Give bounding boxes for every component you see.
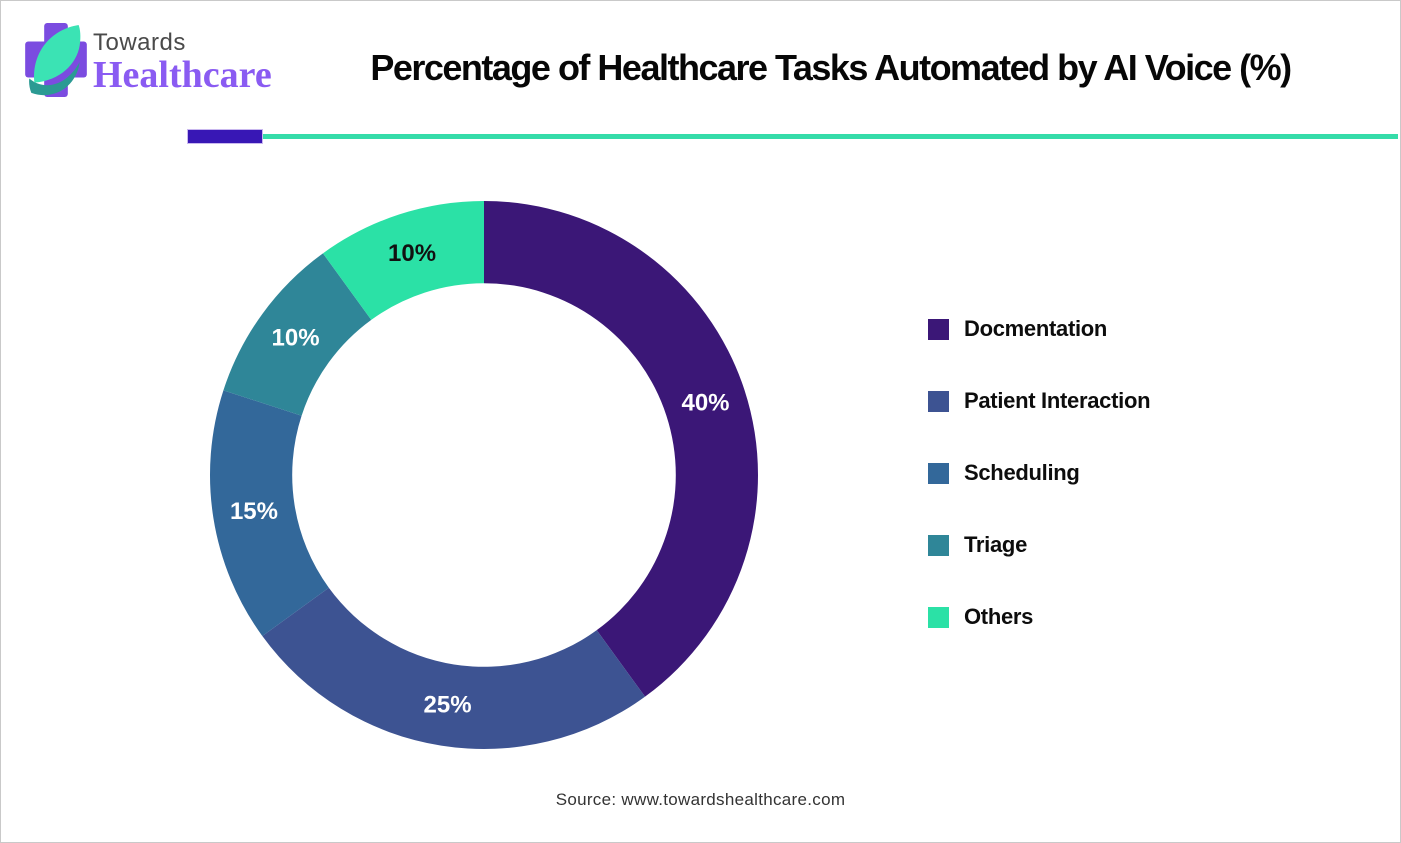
donut-slice-4 [322, 201, 484, 320]
legend-swatch-3 [928, 534, 949, 556]
divider-line [263, 134, 1398, 139]
legend-swatch-1 [928, 390, 949, 412]
donut-slice-labels: 40% 25% 15% 10% 10% [230, 240, 730, 719]
chart-title: Percentage of Healthcare Tasks Automated… [370, 47, 1292, 88]
legend-item-2: Scheduling [928, 460, 1150, 485]
slice-label-3: 10% [272, 325, 320, 352]
legend-label-2: Scheduling [964, 460, 1080, 485]
slice-label-2: 15% [230, 498, 278, 525]
legend-label-4: Others [964, 604, 1034, 629]
leaf-icon [29, 25, 81, 96]
legend-item-1: Patient Interaction [928, 388, 1151, 413]
donut-slices [210, 201, 758, 749]
source-text: Source: www.towardshealthcare.com [555, 790, 846, 809]
brand-healthcare: Healthcare [93, 54, 272, 96]
legend-label-1: Patient Interaction [964, 388, 1151, 413]
legend-item-4: Others [928, 604, 1150, 629]
slice-label-1: 25% [424, 692, 472, 719]
brand-logo: Towards Healthcare [25, 23, 272, 97]
slice-label-0: 40% [681, 390, 729, 417]
donut-slice-3 [223, 253, 372, 416]
donut-slice-0 [484, 201, 758, 697]
donut-slice-1 [262, 587, 646, 749]
legend-label-3: Triage [964, 532, 1028, 557]
slice-label-4: 10% [388, 240, 436, 267]
legend-item-0: Docmentation [928, 316, 1150, 341]
legend-swatch-2 [928, 462, 949, 484]
brand-wordmark: Towards Healthcare [93, 23, 272, 96]
towards-healthcare-logo-icon [25, 23, 87, 97]
legend-swatch-0 [928, 318, 949, 340]
divider-accent-block [187, 129, 263, 144]
donut-slice-2 [210, 390, 329, 637]
legend-label-0: Docmentation [964, 316, 1108, 341]
divider [1, 128, 1400, 146]
legend-swatch-4 [928, 606, 949, 628]
brand-towards: Towards [93, 29, 186, 56]
legend: Docmentation Patient Interaction Schedulin… [928, 316, 1151, 678]
legend-item-3: Triage [928, 532, 1150, 557]
